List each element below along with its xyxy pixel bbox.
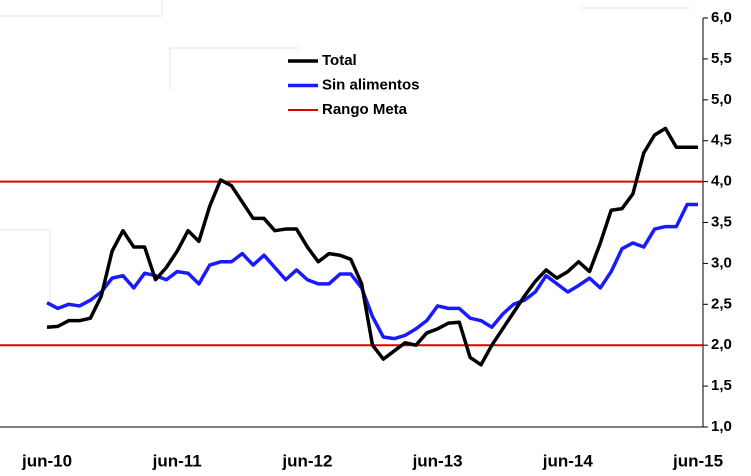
y-tick-label: 4,5	[711, 132, 732, 149]
y-tick-label: 1,0	[711, 418, 732, 435]
x-tick-label: jun-10	[21, 451, 72, 470]
legend-label: Rango Meta	[322, 101, 408, 118]
x-tick-label: jun-11	[152, 451, 202, 470]
x-tick-label: jun-14	[542, 451, 594, 470]
x-tick-label: jun-12	[281, 451, 332, 470]
series-line	[46, 126, 698, 367]
y-tick-label: 6,0	[711, 9, 732, 26]
x-tick-label: jun-13	[412, 451, 463, 470]
y-tick-label: 1,5	[711, 377, 732, 394]
y-tick-label: 3,5	[711, 213, 732, 230]
x-tick-label: jun-15	[672, 451, 723, 470]
y-tick-label: 4,0	[711, 173, 732, 190]
legend-label: Sin alimentos	[322, 76, 420, 93]
y-tick-label: 3,0	[711, 254, 732, 271]
y-tick-label: 5,5	[711, 50, 732, 67]
y-tick-label: 5,0	[711, 91, 732, 108]
legend-label: Total	[322, 52, 357, 69]
y-tick-label: 2,5	[711, 295, 732, 312]
series-line	[46, 202, 698, 341]
background-frame	[0, 0, 690, 300]
y-tick-label: 2,0	[711, 336, 732, 353]
